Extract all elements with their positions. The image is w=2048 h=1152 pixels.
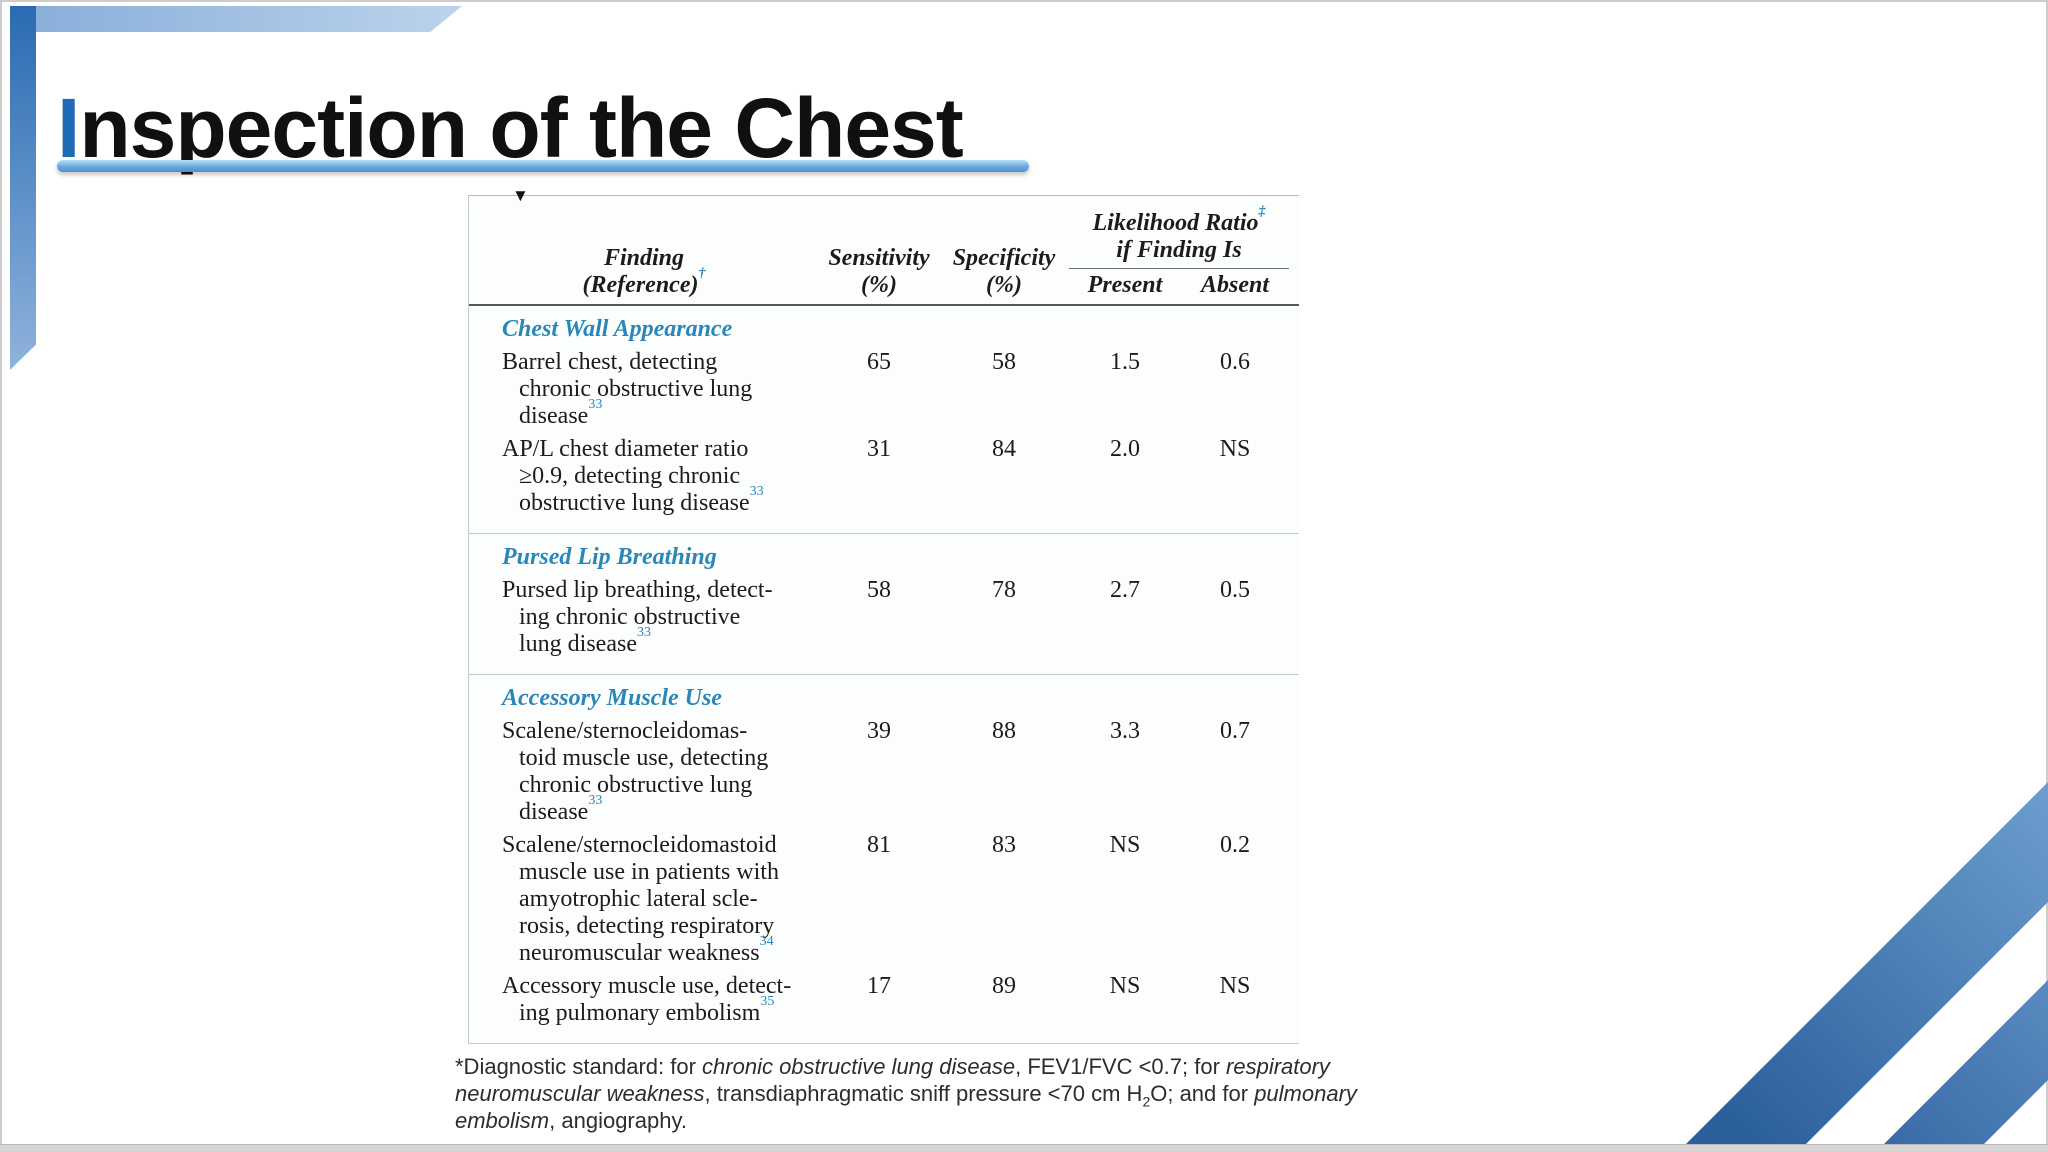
column-header-specificity: Specificity (%) xyxy=(952,245,1056,298)
sensitivity-cell: 58 xyxy=(867,577,891,603)
specificity-cell: 89 xyxy=(992,973,1016,999)
finding-cell: Accessory muscle use, detect- ing pulmon… xyxy=(502,973,792,1026)
sensitivity-cell: 65 xyxy=(867,349,891,375)
lr-absent-cell: 0.7 xyxy=(1220,718,1250,744)
table-header-row: Finding (Reference)† Sensitivity (%) Spe… xyxy=(469,196,1299,306)
finding-cell: Scalene/sternocleidomastoid muscle use i… xyxy=(502,832,779,966)
table-row: Scalene/sternocleidomastoid muscle use i… xyxy=(469,832,1299,967)
table-row: Scalene/sternocleidomas- toid muscle use… xyxy=(469,718,1299,826)
table-row: Accessory muscle use, detect- ing pulmon… xyxy=(469,973,1299,1027)
footnote-line-2: neuromuscular weakness, transdiaphragmat… xyxy=(455,1081,1357,1110)
specificity-cell: 83 xyxy=(992,832,1016,858)
sensitivity-cell: 31 xyxy=(867,436,891,462)
lr-present-cell: 2.7 xyxy=(1110,577,1140,603)
top-left-band-decoration xyxy=(10,6,462,32)
finding-cell: AP/L chest diameter ratio ≥0.9, detectin… xyxy=(502,436,764,516)
table-row: AP/L chest diameter ratio ≥0.9, detectin… xyxy=(469,436,1299,517)
title-underline xyxy=(57,160,1029,172)
cursor-triangle-icon: ▼ xyxy=(512,186,529,205)
sensitivity-cell: 81 xyxy=(867,832,891,858)
bottom-gray-bar xyxy=(0,1144,2048,1152)
footnote-line-3-clipped: embolism, angiography. xyxy=(455,1108,687,1133)
column-header-finding: Finding (Reference)† xyxy=(582,245,706,298)
specificity-cell: 58 xyxy=(992,349,1016,375)
table-row: Barrel chest, detecting chronic obstruct… xyxy=(469,349,1299,430)
likelihood-ratio-title: Likelihood Ratio‡ if Finding Is xyxy=(1069,204,1289,269)
lr-present-cell: NS xyxy=(1109,973,1141,999)
table-row: Pursed lip breathing, detect- ing chroni… xyxy=(469,577,1299,658)
column-header-present: Present xyxy=(1087,272,1163,298)
present-absent-subheader: Present Absent xyxy=(1069,269,1289,304)
section-pursed-lip-breathing: Pursed Lip Breathing Pursed lip breathin… xyxy=(469,534,1299,675)
sensitivity-cell: 39 xyxy=(867,718,891,744)
table-footnote: *Diagnostic standard: for chronic obstru… xyxy=(455,1053,1357,1134)
lr-absent-cell: NS xyxy=(1219,436,1251,462)
lr-absent-cell: 0.6 xyxy=(1220,349,1250,375)
lr-present-cell: 3.3 xyxy=(1110,718,1140,744)
finding-cell: Barrel chest, detecting chronic obstruct… xyxy=(502,349,753,429)
specificity-cell: 78 xyxy=(992,577,1016,603)
slide-title: Inspection of the Chest xyxy=(57,81,964,176)
section-heading: Pursed Lip Breathing xyxy=(502,544,717,570)
finding-cell: Scalene/sternocleidomas- toid muscle use… xyxy=(502,718,769,825)
table-scan-panel: ▼ Finding (Reference)† Sensitivity (%) S… xyxy=(455,186,1357,1134)
section-heading: Accessory Muscle Use xyxy=(502,685,722,711)
specificity-cell: 88 xyxy=(992,718,1016,744)
column-header-sensitivity: Sensitivity (%) xyxy=(828,245,930,298)
lr-present-cell: NS xyxy=(1109,832,1141,858)
lr-present-cell: 2.0 xyxy=(1110,436,1140,462)
specificity-cell: 84 xyxy=(992,436,1016,462)
sensitivity-cell: 17 xyxy=(867,973,891,999)
lr-absent-cell: 0.5 xyxy=(1220,577,1250,603)
left-edge-band-decoration xyxy=(10,6,36,370)
section-heading: Chest Wall Appearance xyxy=(502,316,733,342)
finding-cell: Pursed lip breathing, detect- ing chroni… xyxy=(502,577,773,657)
column-header-absent: Absent xyxy=(1200,272,1269,298)
column-header-likelihood-ratio: Likelihood Ratio‡ if Finding Is Present … xyxy=(1069,204,1289,304)
lr-absent-cell: NS xyxy=(1219,973,1251,999)
lr-present-cell: 1.5 xyxy=(1110,349,1140,375)
findings-table: Finding (Reference)† Sensitivity (%) Spe… xyxy=(468,195,1299,1044)
section-chest-wall-appearance: Chest Wall Appearance Barrel chest, dete… xyxy=(469,306,1299,534)
footnote-line-1: *Diagnostic standard: for chronic obstru… xyxy=(455,1054,1330,1079)
lr-absent-cell: 0.2 xyxy=(1220,832,1250,858)
section-accessory-muscle-use: Accessory Muscle Use Scalene/sternocleid… xyxy=(469,675,1299,1044)
